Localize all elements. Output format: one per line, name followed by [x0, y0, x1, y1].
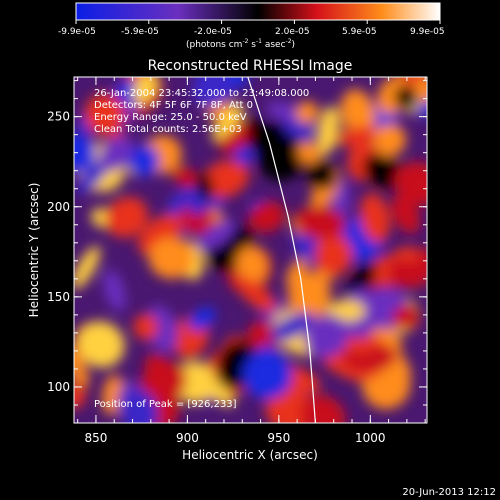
- y-axis: 100 150 200 250: [47, 80, 427, 406]
- y-tick-label: 200: [47, 200, 70, 214]
- heatmap-image: [74, 77, 427, 423]
- heatmap-blob: [234, 146, 253, 165]
- chart-title: Reconstructed RHESSI Image: [148, 58, 353, 74]
- heatmap-blob: [285, 258, 307, 288]
- heatmap-blob: [391, 195, 421, 234]
- annotation-time: 26-Jan-2004 23:45:32.000 to 23:49:08.000: [94, 88, 309, 99]
- heatmap-blob: [148, 237, 195, 279]
- heatmap-blob: [363, 153, 402, 188]
- x-axis-label: Heliocentric X (arcsec): [182, 448, 318, 462]
- heatmap-blob: [296, 101, 319, 124]
- heatmap-blob: [359, 192, 391, 244]
- heatmap-blob: [336, 126, 379, 147]
- heatmap-blob: [103, 269, 126, 312]
- heatmap-blob: [76, 321, 125, 368]
- heatmap-blob: [105, 196, 149, 238]
- heatmap-blob: [314, 234, 353, 276]
- heatmap-blob: [98, 136, 134, 172]
- heatmap-blob: [344, 263, 377, 300]
- y-tick-label: 250: [47, 110, 70, 124]
- colorbar-tick-label: 9.9e-05: [410, 27, 445, 37]
- heatmap-blob: [132, 77, 158, 105]
- x-tick-label: 850: [84, 431, 107, 445]
- heatmap-blob: [197, 376, 235, 407]
- heatmap-blob: [248, 201, 286, 233]
- solar-limb-curve: [247, 77, 316, 423]
- heatmap-blob: [266, 101, 304, 122]
- heatmap-blob: [247, 320, 281, 354]
- heatmap-blob: [242, 119, 269, 150]
- heatmap-blob: [270, 311, 315, 342]
- heatmap-blob: [196, 219, 237, 251]
- x-tick-label: 900: [176, 431, 199, 445]
- footer-timestamp: 20-Jun-2013 12:12: [402, 487, 496, 498]
- heatmap-blob: [133, 313, 158, 341]
- heatmap-blob: [188, 307, 216, 331]
- heatmap-blob: [394, 85, 418, 110]
- heatmap-blob: [341, 350, 372, 372]
- y-tick-label: 100: [47, 380, 70, 394]
- x-tick-label: 950: [267, 431, 290, 445]
- colorbar-tick-label: -2.0e-05: [194, 27, 232, 37]
- heatmap-blob: [235, 245, 268, 285]
- heatmap-blob: [340, 88, 376, 138]
- heatmap-blob: [121, 388, 159, 423]
- colorbar-tick-label: -9.9e-05: [58, 27, 96, 37]
- colorbar: -9.9e-05 -5.9e-05 -2.0e-05 2.0e-05 5.9e-…: [58, 2, 445, 50]
- heatmap-blob: [391, 303, 419, 329]
- heatmap-blob: [236, 276, 276, 313]
- heatmap-blob: [415, 247, 427, 281]
- heatmap-blob: [195, 171, 214, 201]
- colorbar-tick-label: 2.0e-05: [275, 27, 310, 37]
- y-tick-label: 150: [47, 290, 70, 304]
- heatmap-blob: [387, 259, 424, 289]
- x-axis: 850 900 950 1000: [77, 77, 426, 445]
- heatmap-blob: [242, 350, 292, 400]
- heatmap-blob: [265, 121, 287, 145]
- heatmap-blob: [192, 77, 237, 108]
- heatmap-blob: [373, 123, 407, 157]
- heatmap-blob: [211, 103, 244, 141]
- heatmap-blob: [306, 160, 337, 190]
- heatmap-blob: [317, 105, 340, 156]
- heatmap-blob: [74, 246, 101, 290]
- heatmap-blob: [145, 305, 178, 353]
- heatmap-blob: [394, 161, 427, 206]
- x-tick-label: 1000: [355, 431, 386, 445]
- annotation-detectors: Detectors: 4F 5F 6F 7F 8F, Att 0: [94, 100, 253, 111]
- heatmap-blob: [84, 93, 125, 136]
- heatmap-blob: [74, 345, 90, 387]
- colorbar-tick-label: 5.9e-05: [342, 27, 377, 37]
- colorbar-gradient: [75, 2, 441, 21]
- heatmap-blob: [265, 388, 316, 423]
- colorbar-tick-label: -5.9e-05: [121, 27, 159, 37]
- heatmap-blob: [301, 394, 346, 423]
- heatmap-blob: [305, 280, 332, 298]
- annotation-energy: Energy Range: 25.0 - 50.0 keV: [94, 112, 247, 123]
- y-axis-label: Heliocentric Y (arcsec): [27, 183, 41, 318]
- heatmap-blob: [172, 166, 200, 188]
- annotation-peak: Position of Peak = [926,233]: [94, 399, 237, 410]
- colorbar-units: (photons cm-2 s-1 asec-2): [186, 38, 295, 50]
- heatmap-blob: [414, 77, 427, 104]
- heatmap-blob: [74, 382, 86, 409]
- info-annotations: 26-Jan-2004 23:45:32.000 to 23:49:08.000…: [94, 88, 309, 410]
- heatmap-blob: [128, 144, 160, 177]
- plot-frame: [73, 76, 428, 424]
- heatmap-blob: [294, 206, 346, 240]
- annotation-counts: Clean Total counts: 2.56E+03: [94, 124, 242, 135]
- heatmap-blob: [297, 141, 321, 166]
- heatmap-blob: [304, 314, 349, 359]
- heatmap-blob: [75, 158, 110, 194]
